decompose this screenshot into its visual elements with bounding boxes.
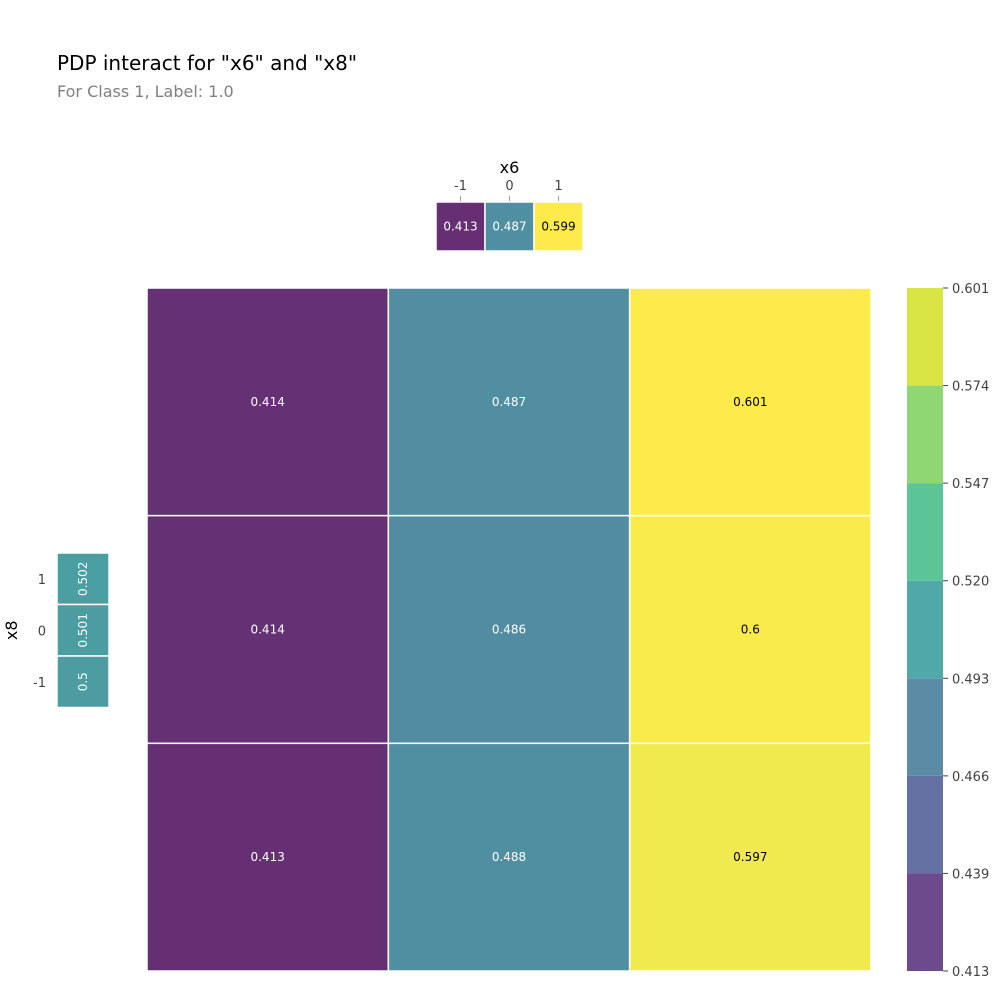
x-marginal-label: 0.413 [443, 220, 477, 234]
heatmap-cell-label: 0.414 [250, 395, 284, 409]
x-marginal-label: 0.487 [492, 220, 526, 234]
x-axis-title: x6 [500, 158, 520, 177]
x-tick-label: 1 [554, 179, 562, 194]
heatmap-cell-label: 0.413 [250, 850, 284, 864]
heatmap-cell-label: 0.6 [741, 623, 760, 637]
chart-title: PDP interact for "x6" and "x8" [57, 51, 357, 75]
heatmap-cell-label: 0.601 [733, 395, 767, 409]
heatmap-cell [146, 742, 390, 972]
heatmap-cell [628, 514, 872, 745]
heatmap-cell-label: 0.597 [733, 850, 767, 864]
y-marginal-label: 0.5 [76, 672, 90, 691]
x-marginal-panel: x6 -1 0.413 0 0.487 1 0.599 [435, 158, 584, 252]
heatmap-cell [387, 742, 631, 972]
x-tick-label: -1 [454, 179, 467, 194]
y-tick-label: 1 [38, 573, 46, 588]
x-tick-label: 0 [505, 179, 513, 194]
colorbar-tick-label: 0.466 [952, 770, 989, 785]
colorbar-band [907, 873, 943, 971]
colorbar-tick-label: 0.439 [952, 867, 989, 882]
y-marginal-label: 0.502 [76, 562, 90, 596]
colorbar-band [907, 678, 943, 776]
heatmap-cell-label: 0.486 [492, 623, 526, 637]
y-marginal-panel: x8 1 0.502 0 0.501 -1 0.5 [2, 552, 110, 709]
colorbar-band [907, 775, 943, 874]
colorbar-tick-label: 0.601 [952, 282, 989, 297]
colorbar-tick-label: 0.493 [952, 672, 989, 687]
heatmap-cell-label: 0.488 [492, 850, 526, 864]
x-marginal-label: 0.599 [541, 220, 575, 234]
heatmap-cell-label: 0.414 [250, 623, 284, 637]
colorbar-band [907, 385, 943, 484]
colorbar-tick-label: 0.574 [952, 380, 989, 395]
heatmap-cell [628, 742, 872, 972]
colorbar: 0.413 0.439 0.466 0.493 0.520 0.547 0.574 0.601 [907, 282, 989, 980]
heatmap-cell [387, 287, 631, 517]
y-axis-title: x8 [2, 620, 21, 640]
colorbar-tick-label: 0.413 [952, 965, 989, 980]
chart-subtitle: For Class 1, Label: 1.0 [57, 82, 234, 101]
y-tick-label: -1 [33, 676, 46, 691]
heatmap-cell [146, 287, 390, 517]
y-marginal-cell [56, 655, 110, 709]
colorbar-band [907, 288, 943, 386]
heatmap-cell-label: 0.487 [492, 395, 526, 409]
heatmap-cell [146, 514, 390, 745]
colorbar-band [907, 580, 943, 679]
heatmap-cell [628, 287, 872, 517]
x-marginal-cell [533, 201, 584, 252]
colorbar-band [907, 483, 943, 581]
y-tick-label: 0 [38, 624, 46, 639]
colorbar-tick-label: 0.547 [952, 477, 989, 492]
colorbar-tick-label: 0.520 [952, 575, 989, 590]
y-marginal-label: 0.501 [76, 613, 90, 647]
heatmap-panel: 0.414 0.487 0.601 0.414 0.486 0.6 0.413 0.488 0.… [146, 287, 872, 972]
